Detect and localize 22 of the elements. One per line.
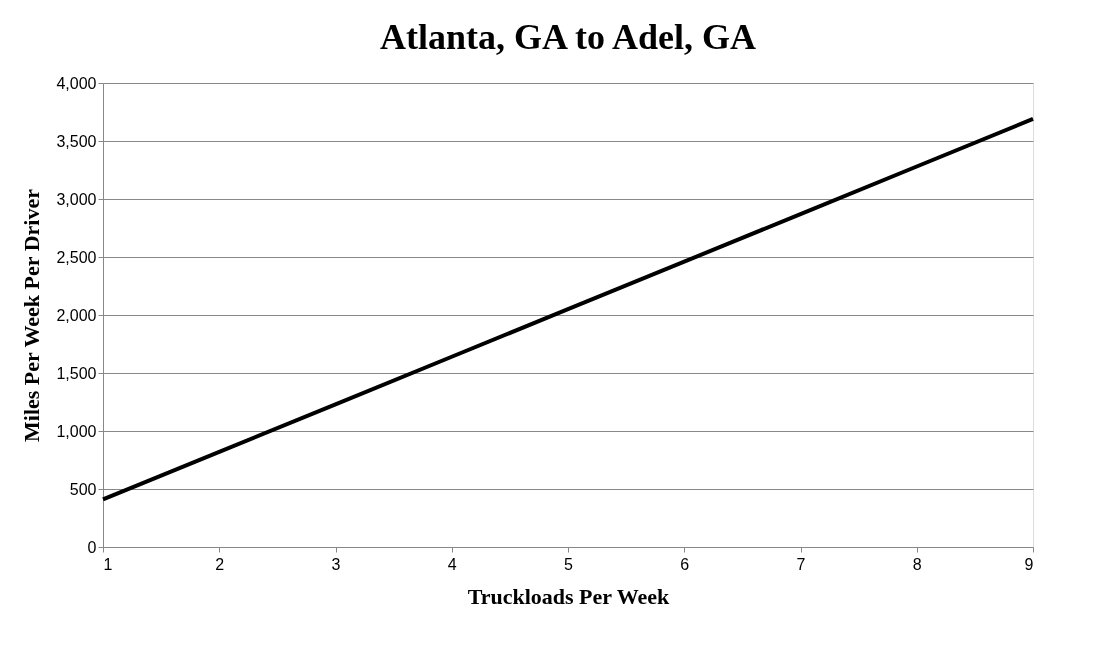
x-axis-title: Truckloads Per Week <box>467 583 671 609</box>
y-tick-label: 4,000 <box>56 74 97 92</box>
y-tick-label: 1,500 <box>56 364 97 382</box>
line-series <box>101 116 1035 502</box>
x-tick-label: 9 <box>1024 555 1034 573</box>
x-tick-label: 1 <box>103 555 113 573</box>
x-tick-label: 3 <box>331 555 341 573</box>
y-axis-title: Miles Per Week Per Driver <box>19 188 45 442</box>
x-tick-label: 4 <box>447 555 457 573</box>
y-tick-label: 500 <box>69 480 97 498</box>
y-tick-label: 3,000 <box>56 190 97 208</box>
x-tick-label: 8 <box>912 555 922 573</box>
x-tick-label: 7 <box>796 555 806 573</box>
x-tick-label: 2 <box>215 555 225 573</box>
y-tick-label: 0 <box>87 538 97 556</box>
x-tick-label: 6 <box>680 555 690 573</box>
y-tick-label: 3,500 <box>56 132 97 150</box>
y-tick-label: 2,500 <box>56 248 97 266</box>
y-tick-label: 2,000 <box>56 306 97 324</box>
x-tick-label: 5 <box>564 555 574 573</box>
y-tick-label: 1,000 <box>56 422 97 440</box>
chart-title: Atlanta, GA to Adel, GA <box>379 17 757 57</box>
